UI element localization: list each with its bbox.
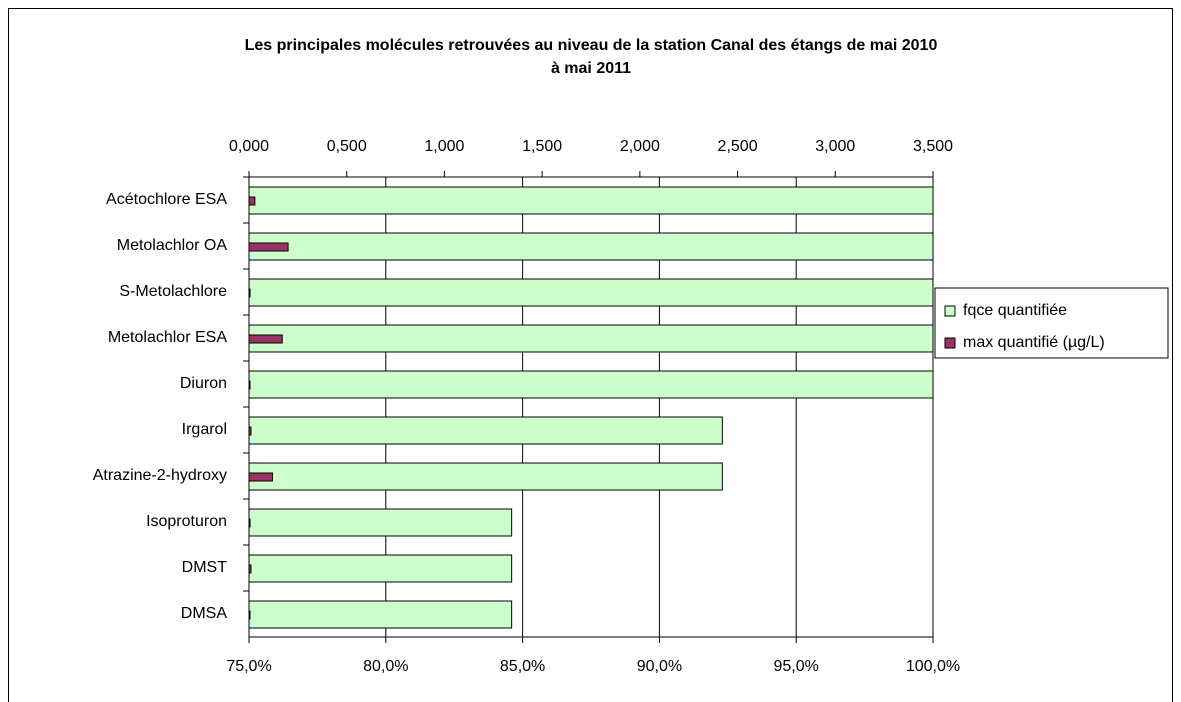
- x2-tick-label: 3,000: [815, 138, 855, 155]
- y-tick-label: Metolachlor ESA: [108, 329, 227, 346]
- chart-title: Les principales molécules retrouvées au …: [245, 37, 938, 54]
- bar: [248, 462, 723, 491]
- x2-tick-label: 1,500: [522, 138, 562, 155]
- bar: [248, 232, 934, 261]
- y-tick-label: Irgarol: [182, 421, 227, 438]
- bar: [248, 186, 934, 215]
- legend-swatch: [944, 305, 956, 317]
- bar: [248, 196, 256, 206]
- y-tick-label: DMST: [182, 559, 228, 576]
- bar: [248, 600, 513, 629]
- y-tick-label: Isoproturon: [146, 513, 227, 530]
- legend-swatch: [944, 337, 956, 349]
- bar: [248, 370, 934, 399]
- y-tick-label: Atrazine-2-hydroxy: [93, 467, 227, 484]
- x2-tick-label: 1,000: [424, 138, 464, 155]
- bar: [248, 278, 934, 307]
- x2-tick-label: 2,500: [718, 138, 758, 155]
- y-tick-label: Diuron: [180, 375, 227, 392]
- x2-tick-label: 0,000: [229, 138, 269, 155]
- bar: [248, 242, 289, 252]
- y-tick-label: DMSA: [181, 605, 228, 622]
- bar: [248, 416, 723, 445]
- y-tick-label: Metolachlor OA: [117, 237, 228, 254]
- x-tick-label: 100,0%: [906, 658, 960, 675]
- x-tick-label: 90,0%: [637, 658, 682, 675]
- x2-tick-label: 3,500: [913, 138, 953, 155]
- legend-box: [934, 287, 1169, 359]
- y-tick-label: S-Metolachlore: [119, 283, 227, 300]
- chart-title: à mai 2011: [551, 60, 631, 77]
- x-tick-label: 95,0%: [774, 658, 819, 675]
- x2-tick-label: 0,500: [327, 138, 367, 155]
- bar: [248, 554, 513, 583]
- bar: [248, 472, 273, 482]
- bar: [248, 508, 513, 537]
- bar: [248, 334, 283, 344]
- y-tick-label: Acétochlore ESA: [106, 191, 227, 208]
- x-tick-label: 75,0%: [226, 658, 271, 675]
- legend-label: fqce quantifiée: [963, 302, 1067, 319]
- x-tick-label: 80,0%: [363, 658, 408, 675]
- legend-label: max quantifié (µg/L): [963, 334, 1105, 351]
- plot-border: [248, 176, 934, 638]
- bar: [248, 324, 934, 353]
- x2-tick-label: 2,000: [620, 138, 660, 155]
- x-tick-label: 85,0%: [500, 658, 545, 675]
